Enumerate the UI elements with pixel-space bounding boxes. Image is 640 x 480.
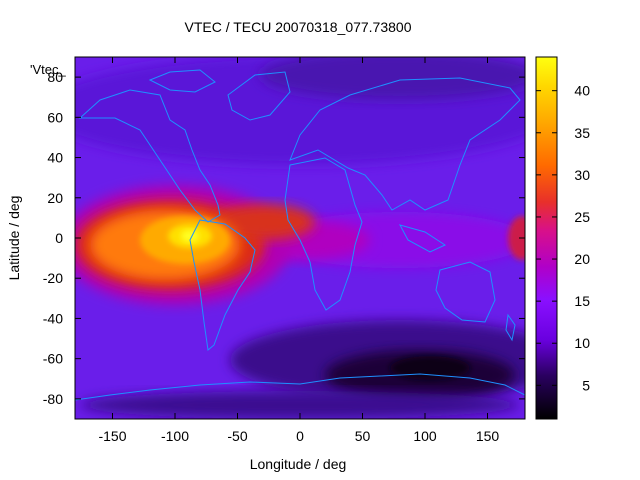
y-tick-label: -80 (43, 391, 63, 407)
south-america-coast (189, 219, 256, 351)
chart-title: VTEC / TECU 20070318_077.73800 (184, 19, 411, 35)
anomaly-peak (181, 230, 199, 242)
y-tick-label: -20 (43, 270, 63, 286)
antarctica-coast (75, 373, 525, 401)
colorbar: 5 10 15 20 25 30 35 40 (535, 56, 590, 420)
y-tick-label: -40 (43, 310, 63, 326)
y-axis-ticks: -80 -60 -40 -20 0 20 40 60 80 (43, 69, 525, 407)
colorbar-tick-label: 5 (582, 377, 590, 393)
north-america-coast (78, 89, 221, 223)
colorbar-tick-label: 25 (574, 209, 590, 225)
east-edge-red (508, 216, 525, 260)
coastlines (75, 69, 525, 401)
x-axis-label: Longitude / deg (250, 456, 347, 472)
y-tick-label: 60 (47, 109, 63, 125)
arctic-dark-region (260, 57, 525, 100)
heatmap-blobs (75, 57, 525, 419)
x-tick-label: -150 (98, 428, 126, 444)
canadian-islands-coast (148, 69, 216, 93)
colorbar-tick-label: 20 (574, 251, 590, 267)
x-tick-label: 100 (413, 428, 437, 444)
colorbar-ticks: 5 10 15 20 25 30 35 40 (536, 83, 590, 393)
antarctic-dark-region (80, 391, 520, 419)
colorbar-tick-label: 10 (574, 335, 590, 351)
colorbar-gradient (535, 56, 558, 420)
x-axis-ticks: -150 -100 -50 0 50 100 150 (98, 57, 499, 444)
atlantic-red-tongue (215, 204, 315, 240)
colorbar-tick-label: 15 (574, 293, 590, 309)
y-tick-label: 80 (47, 69, 63, 85)
southeast-asia-coast (399, 224, 447, 253)
x-tick-label: -100 (161, 428, 189, 444)
colorbar-tick-label: 30 (574, 167, 590, 183)
colorbar-tick-label: 35 (574, 125, 590, 141)
x-tick-label: 150 (476, 428, 500, 444)
vtec-heatmap (75, 57, 525, 419)
y-tick-label: 0 (55, 230, 63, 246)
x-tick-label: 0 (296, 428, 304, 444)
x-tick-label: -50 (227, 428, 247, 444)
europe-asia-coast (289, 77, 521, 211)
y-tick-label: -60 (43, 351, 63, 367)
key-label: 'Vtec_ (30, 62, 66, 77)
greenland-coast (227, 71, 291, 121)
y-tick-label: 40 (47, 150, 63, 166)
australia-coast (435, 261, 496, 323)
africa-coast (284, 157, 363, 311)
colorbar-tick-label: 40 (574, 83, 590, 99)
x-tick-label: 50 (355, 428, 371, 444)
southern-low-core (390, 356, 470, 380)
new-zealand-coast (505, 313, 516, 342)
y-axis-label: Latitude / deg (6, 196, 22, 281)
y-tick-label: 20 (47, 190, 63, 206)
